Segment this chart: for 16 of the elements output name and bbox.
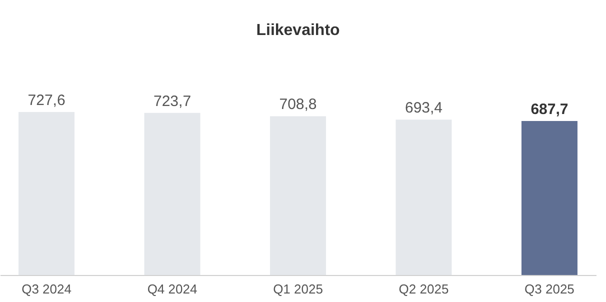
data-label: 723,7 (153, 92, 192, 110)
x-tick-label: Q3 2025 (524, 282, 574, 296)
bar (521, 120, 578, 275)
bar (270, 116, 326, 275)
chart-title: Liikevaihto (256, 22, 340, 39)
bar (144, 112, 200, 275)
bar (396, 120, 452, 275)
x-tick-label: Q2 2025 (398, 282, 449, 296)
x-tick-label: Q4 2024 (147, 282, 198, 296)
data-label: 708,8 (279, 96, 317, 114)
data-label: 727,6 (28, 92, 66, 109)
x-tick-label: Q3 2024 (22, 282, 72, 296)
data-label: 687,7 (530, 100, 568, 118)
data-label: 693,4 (404, 100, 443, 117)
bar (18, 112, 75, 275)
x-tick-label: Q1 2025 (273, 282, 323, 296)
